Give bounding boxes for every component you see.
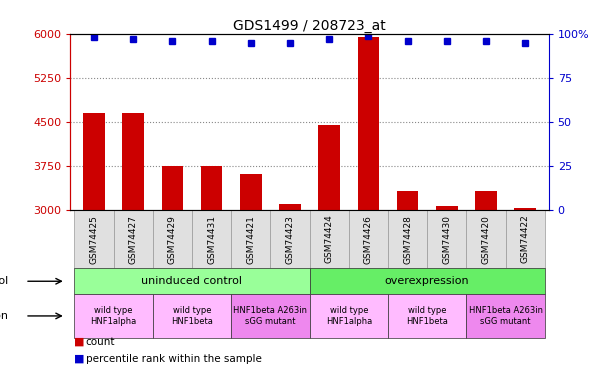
- Bar: [388, 210, 427, 268]
- Bar: [318, 125, 340, 210]
- Bar: [466, 294, 545, 338]
- Bar: [514, 208, 536, 210]
- Text: GSM74430: GSM74430: [442, 214, 451, 264]
- Bar: [231, 294, 310, 338]
- Text: GSM74423: GSM74423: [286, 214, 294, 264]
- Bar: [153, 210, 192, 268]
- Bar: [506, 210, 545, 268]
- Text: genotype/variation: genotype/variation: [0, 311, 9, 321]
- Text: overexpression: overexpression: [385, 276, 470, 286]
- Text: ■: ■: [74, 354, 84, 364]
- Text: GSM74427: GSM74427: [129, 214, 138, 264]
- Text: GSM74422: GSM74422: [520, 214, 530, 263]
- Text: count: count: [86, 337, 115, 347]
- Text: uninduced control: uninduced control: [142, 276, 243, 286]
- Bar: [74, 268, 310, 294]
- Text: GSM74425: GSM74425: [89, 214, 99, 264]
- Text: GSM74429: GSM74429: [168, 214, 177, 264]
- Text: GSM74428: GSM74428: [403, 214, 412, 264]
- Text: wild type
HNF1beta: wild type HNF1beta: [171, 306, 213, 326]
- Bar: [397, 191, 418, 210]
- Bar: [74, 294, 153, 338]
- Bar: [466, 210, 506, 268]
- Text: wild type
HNF1alpha: wild type HNF1alpha: [91, 306, 137, 326]
- Bar: [162, 166, 183, 210]
- Bar: [192, 210, 231, 268]
- Text: HNF1beta A263in
sGG mutant: HNF1beta A263in sGG mutant: [234, 306, 307, 326]
- Title: GDS1499 / 208723_at: GDS1499 / 208723_at: [233, 19, 386, 33]
- Bar: [310, 268, 545, 294]
- Text: GSM74421: GSM74421: [246, 214, 255, 264]
- Bar: [310, 210, 349, 268]
- Text: GSM74420: GSM74420: [481, 214, 490, 264]
- Bar: [475, 191, 497, 210]
- Text: GSM74426: GSM74426: [364, 214, 373, 264]
- Text: wild type
HNF1alpha: wild type HNF1alpha: [326, 306, 372, 326]
- Text: GSM74424: GSM74424: [325, 214, 333, 263]
- Text: ■: ■: [74, 337, 84, 347]
- Bar: [231, 210, 270, 268]
- Text: GSM74431: GSM74431: [207, 214, 216, 264]
- Bar: [436, 207, 457, 210]
- Bar: [310, 294, 388, 338]
- Text: percentile rank within the sample: percentile rank within the sample: [86, 354, 262, 364]
- Bar: [357, 37, 379, 210]
- Bar: [270, 210, 310, 268]
- Bar: [123, 113, 144, 210]
- Bar: [83, 113, 105, 210]
- Bar: [349, 210, 388, 268]
- Text: protocol: protocol: [0, 276, 9, 286]
- Text: wild type
HNF1beta: wild type HNF1beta: [406, 306, 448, 326]
- Bar: [279, 204, 301, 210]
- Bar: [388, 294, 466, 338]
- Bar: [201, 166, 223, 210]
- Bar: [113, 210, 153, 268]
- Bar: [153, 294, 231, 338]
- Bar: [240, 174, 262, 210]
- Bar: [74, 210, 113, 268]
- Text: HNF1beta A263in
sGG mutant: HNF1beta A263in sGG mutant: [468, 306, 543, 326]
- Bar: [427, 210, 466, 268]
